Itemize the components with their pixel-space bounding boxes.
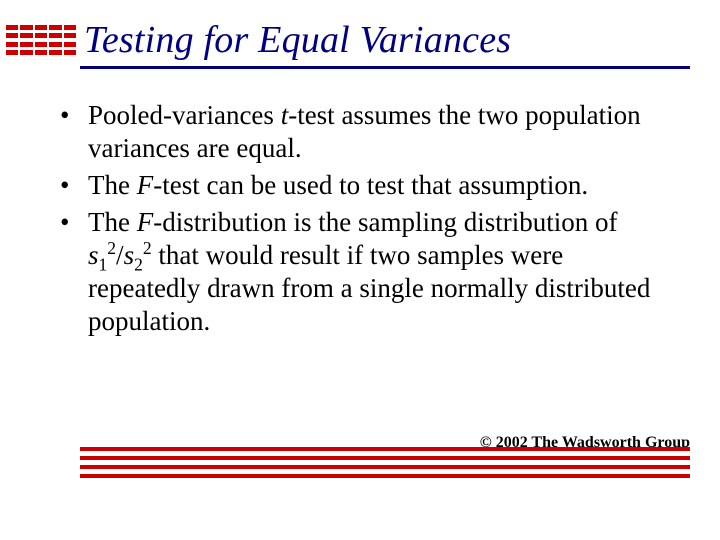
var-s1: s — [88, 240, 99, 270]
title-underline — [80, 66, 690, 69]
bullet-text: -test can be used to test that assumptio… — [153, 170, 588, 200]
bullet-text: The — [88, 207, 137, 237]
bullet-item: The F-test can be used to test that assu… — [60, 169, 660, 202]
bullet-item: The F-distribution is the sampling distr… — [60, 206, 660, 338]
var-s2: s — [124, 240, 135, 270]
bullet-ital: F — [137, 170, 154, 200]
var-s2-sub: 2 — [134, 254, 143, 274]
bullet-ital: F — [137, 207, 154, 237]
slash: / — [116, 240, 124, 270]
bullet-item: Pooled-variances t-test assumes the two … — [60, 99, 660, 165]
bullet-list: Pooled-variances t-test assumes the two … — [60, 99, 660, 338]
var-s1-sup: 2 — [107, 238, 116, 258]
bullet-text: that would result if two samples were re… — [88, 240, 650, 336]
var-s2-sup: 2 — [143, 238, 152, 258]
bullet-text: -distribution is the sampling distributi… — [153, 207, 617, 237]
var-s1-sub: 1 — [99, 254, 108, 274]
title-bars-icon — [6, 25, 76, 55]
footer-lines-icon — [80, 447, 690, 478]
title-row: Testing for Equal Variances — [0, 0, 720, 62]
slide-title: Testing for Equal Variances — [84, 18, 511, 62]
bullet-text: The — [88, 170, 137, 200]
bullet-text: Pooled-variances — [88, 100, 281, 130]
